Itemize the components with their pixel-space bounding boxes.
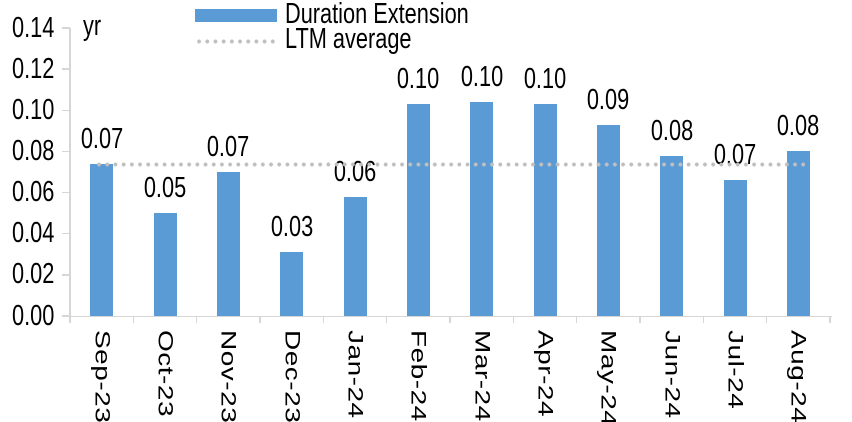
- y-axis-tick: [62, 232, 70, 235]
- y-axis-tick: [62, 27, 70, 29]
- x-axis-tick: [575, 317, 578, 323]
- x-axis-category-label: Jun-24: [660, 330, 684, 419]
- y-axis-tick: [62, 150, 70, 153]
- x-axis-category-label: Apr-24: [533, 330, 557, 418]
- bar-apr-24: [533, 104, 557, 316]
- bar-value-label: 0.09: [587, 83, 630, 116]
- x-axis-tick: [259, 317, 261, 323]
- bar-mar-24: [470, 102, 494, 316]
- bar-jan-24: [343, 196, 367, 316]
- x-axis-category-label: Oct-23: [153, 330, 177, 418]
- x-axis-category-label: Nov-23: [217, 330, 241, 422]
- y-axis-tick: [62, 109, 70, 112]
- bar-value-label: 0.05: [143, 172, 187, 205]
- y-axis-tick-label: 0.02: [12, 258, 55, 291]
- x-axis-category-label: Feb-24: [407, 330, 431, 422]
- x-axis-tick: [639, 317, 641, 323]
- y-axis-tick-label: 0.10: [12, 93, 55, 126]
- ltm-average-line: [94, 162, 806, 168]
- x-axis-tick: [385, 317, 388, 323]
- y-axis-tick-label: 0.14: [12, 11, 55, 44]
- y-axis-tick: [62, 191, 70, 194]
- x-axis-tick: [512, 317, 515, 323]
- bar-nov-23: [216, 172, 240, 316]
- bar-value-label: 0.07: [207, 131, 250, 163]
- y-axis-tick: [62, 68, 70, 70]
- bar-jul-24: [723, 180, 747, 316]
- bar-sep-23: [90, 163, 114, 316]
- bar-value-label: 0.08: [777, 110, 820, 143]
- x-axis-category-label: Aug-24: [787, 330, 811, 422]
- legend-bar-swatch: [195, 9, 277, 22]
- bar-jun-24: [660, 155, 684, 316]
- bar-may-24: [596, 124, 620, 316]
- y-axis-unit-label: yr: [83, 10, 102, 42]
- x-axis-tick: [132, 317, 135, 323]
- x-axis-category-label: May-24: [597, 330, 621, 422]
- y-axis-tick-label: 0.12: [12, 52, 55, 85]
- x-axis-line: [69, 315, 832, 317]
- x-axis-category-label: Jul-24: [723, 330, 747, 410]
- plot-area: 0.07 0.05 0.07 0.03 0.06 0.10 0.10 0.10 0.09 0.08…: [70, 28, 830, 316]
- y-axis-tick: [62, 315, 70, 317]
- x-axis-tick: [322, 317, 325, 323]
- bar-aug-24: [786, 151, 810, 316]
- x-axis-tick: [69, 317, 71, 323]
- bar-value-label: 0.08: [650, 114, 693, 147]
- x-axis-tick: [449, 317, 451, 323]
- x-axis-category-label: Jan-24: [343, 330, 367, 419]
- bar-value-label: 0.10: [460, 61, 503, 94]
- y-axis-tick: [62, 274, 70, 276]
- legend-label-ltm-average: LTM average: [285, 23, 412, 55]
- bar-value-label: 0.07: [80, 122, 123, 155]
- x-axis-tick: [702, 317, 705, 323]
- bar-value-label: 0.10: [523, 63, 567, 96]
- y-axis-tick-label: 0.06: [12, 176, 55, 209]
- bar-dec-23: [280, 252, 304, 316]
- bar-feb-24: [406, 104, 430, 316]
- bar-oct-23: [153, 213, 177, 316]
- x-axis-tick: [195, 317, 198, 323]
- bar-value-label: 0.06: [333, 155, 377, 188]
- x-axis-category-label: Mar-24: [470, 330, 494, 422]
- x-axis-category-label: Sep-23: [90, 330, 114, 422]
- bar-value-label: 0.10: [397, 63, 440, 96]
- y-axis-tick-label: 0.00: [12, 299, 55, 332]
- y-axis-tick-label: 0.08: [12, 134, 55, 167]
- y-axis-tick-label: 0.04: [12, 217, 55, 250]
- bar-value-label: 0.03: [270, 211, 313, 244]
- y-axis-line: [69, 28, 71, 316]
- x-axis-category-label: Dec-23: [280, 330, 304, 422]
- x-axis-tick: [829, 317, 831, 323]
- legend-dotted-line-swatch: [195, 39, 277, 44]
- x-axis-tick: [765, 317, 768, 323]
- legend-label-duration-extension: Duration Extension: [285, 0, 469, 30]
